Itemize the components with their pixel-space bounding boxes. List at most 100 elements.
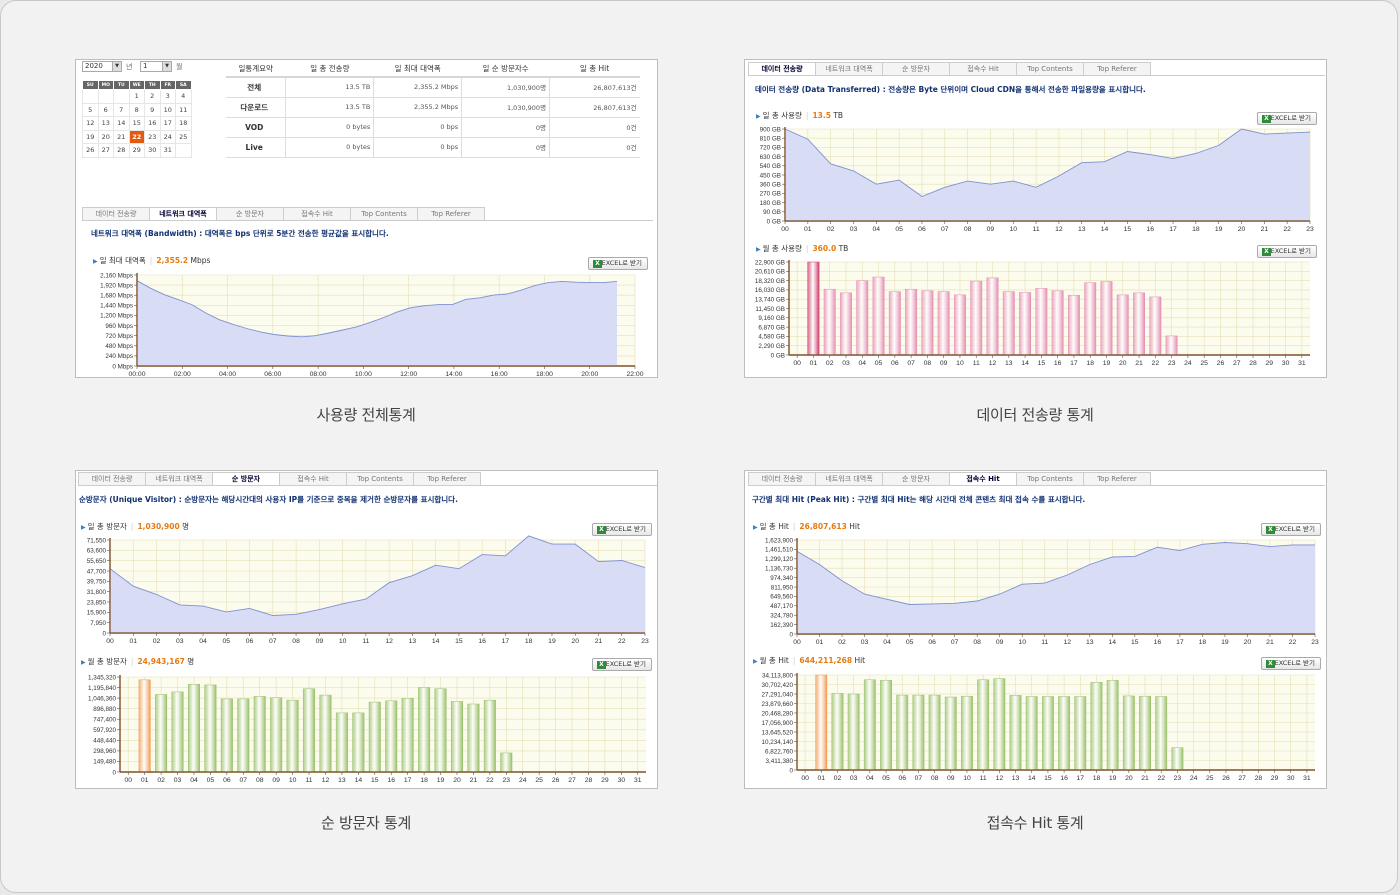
x-tick-label: 03	[174, 777, 182, 784]
x-tick-label: 02:00	[174, 371, 191, 378]
tab-5[interactable]: Top Referer	[1083, 472, 1151, 486]
calendar-day[interactable]: 11	[175, 102, 192, 117]
bar	[1155, 696, 1168, 771]
bar	[831, 693, 844, 771]
calendar-day[interactable]: 29	[128, 143, 145, 158]
calendar-day[interactable]: 31	[159, 143, 176, 158]
tab-3[interactable]: 접속수 Hit	[283, 207, 351, 221]
calendar-day[interactable]: 19	[82, 129, 99, 144]
calendar-day[interactable]: 2	[144, 89, 161, 104]
table-row: Live 0 bytes 0 bps 0명 0건	[226, 137, 640, 158]
calendar-day[interactable]: 9	[144, 102, 161, 117]
calendar-day[interactable]: 16	[144, 116, 161, 131]
x-tick-label: 02	[834, 775, 842, 782]
y-tick-label: 0	[102, 630, 106, 637]
excel-download-button[interactable]: X EXCEL로 받기	[1261, 523, 1321, 536]
tab-0[interactable]: 데이터 전송량	[82, 207, 150, 221]
excel-download-button[interactable]: X EXCEL로 받기	[1257, 245, 1317, 258]
calendar-day[interactable]: 8	[128, 102, 145, 117]
excel-download-button[interactable]: X EXCEL로 받기	[588, 257, 648, 270]
x-tick-label: 22	[1289, 639, 1297, 646]
calendar-day[interactable]: 28	[113, 143, 130, 158]
arrow-icon: ▶	[756, 246, 761, 253]
x-tick-label: 19	[1109, 775, 1117, 782]
calendar-day[interactable]: 12	[82, 116, 99, 131]
table-row: 전체 13.5 TB 2,355.2 Mbps 1,030,900명 26,807,61…	[226, 77, 640, 98]
bar	[928, 694, 941, 771]
calendar-day[interactable]: 4	[175, 89, 192, 104]
calendar-day[interactable]: 21	[113, 129, 130, 144]
x-tick-label: 06	[928, 639, 936, 646]
tab-1[interactable]: 네트워크 대역폭	[149, 207, 217, 221]
calendar-day[interactable]: 15	[128, 116, 145, 131]
y-tick-label: 298,960	[93, 748, 116, 755]
summary-table: 일통계요약 일 총 전송량 일 최대 대역폭 일 순 방문자수 일 총 Hit 전체 13.…	[226, 60, 640, 158]
y-tick-label: 747,400	[93, 717, 116, 724]
tab-2[interactable]: 순 방문자	[212, 472, 280, 486]
excel-download-button[interactable]: X EXCEL로 받기	[592, 658, 652, 671]
year-select[interactable]: 2020 ▼	[82, 61, 122, 72]
calendar-day[interactable]: 24	[159, 129, 176, 144]
excel-download-button[interactable]: X EXCEL로 받기	[1261, 657, 1321, 670]
chevron-down-icon: ▼	[112, 62, 121, 71]
calendar-day[interactable]: 5	[82, 102, 99, 117]
metric-summary: ▶ 일 총 사용량 | 13.5 TB	[756, 111, 844, 120]
tab-0[interactable]: 데이터 전송량	[748, 62, 816, 76]
calendar-day[interactable]: 25	[175, 129, 192, 144]
tab-1[interactable]: 네트워크 대역폭	[815, 62, 883, 76]
tab-3[interactable]: 접속수 Hit	[949, 62, 1017, 76]
tab-0[interactable]: 데이터 전송량	[748, 472, 816, 486]
calendar-day[interactable]: 14	[113, 116, 130, 131]
x-tick-label: 13	[338, 777, 346, 784]
x-tick-label: 25	[1206, 775, 1214, 782]
calendar-day[interactable]: 13	[97, 116, 114, 131]
calendar-day[interactable]: 20	[97, 129, 114, 144]
calendar-day[interactable]: 30	[144, 143, 161, 158]
y-tick-label: 0	[789, 631, 793, 638]
bar	[954, 294, 966, 356]
x-tick-label: 13	[409, 638, 417, 645]
excel-download-button[interactable]: X EXCEL로 받기	[1257, 112, 1317, 125]
x-tick-label: 27	[568, 777, 576, 784]
calendar-day[interactable]: 18	[175, 116, 192, 131]
calendar-day[interactable]: 26	[82, 143, 99, 158]
tab-1[interactable]: 네트워크 대역폭	[815, 472, 883, 486]
month-select[interactable]: 1 ▼	[140, 61, 172, 72]
excel-icon: X	[593, 260, 602, 268]
tab-4[interactable]: Top Contents	[1016, 472, 1084, 486]
tab-0[interactable]: 데이터 전송량	[78, 472, 146, 486]
calendar-day[interactable]: 6	[97, 102, 114, 117]
table-cell: 0 bps	[373, 117, 462, 138]
calendar-day[interactable]: 23	[144, 129, 161, 144]
tab-5[interactable]: Top Referer	[413, 472, 481, 486]
tab-2[interactable]: 순 방문자	[882, 62, 950, 76]
calendar-day[interactable]: 22	[128, 129, 145, 144]
tab-5[interactable]: Top Referer	[1083, 62, 1151, 76]
calendar-day[interactable]: 3	[159, 89, 176, 104]
x-tick-label: 18	[1093, 775, 1101, 782]
calendar-day[interactable]: 7	[113, 102, 130, 117]
tab-4[interactable]: Top Contents	[346, 472, 414, 486]
tab-1[interactable]: 네트워크 대역폭	[145, 472, 213, 486]
calendar-day[interactable]: 27	[97, 143, 114, 158]
bar	[1116, 294, 1129, 356]
x-tick-label: 12	[385, 638, 393, 645]
tab-5[interactable]: Top Referer	[417, 207, 485, 221]
tab-4[interactable]: Top Contents	[1016, 62, 1084, 76]
calendar-day[interactable]: 17	[159, 116, 176, 131]
tab-3[interactable]: 접속수 Hit	[949, 472, 1017, 486]
calendar-day[interactable]: 10	[159, 102, 176, 117]
x-tick-label: 02	[826, 360, 834, 367]
x-tick-label: 16	[478, 638, 486, 645]
tab-2[interactable]: 순 방문자	[882, 472, 950, 486]
tab-2[interactable]: 순 방문자	[216, 207, 284, 221]
tab-3[interactable]: 접속수 Hit	[279, 472, 347, 486]
excel-download-button[interactable]: X EXCEL로 받기	[592, 523, 652, 536]
y-tick-label: 1,345,320	[88, 674, 117, 681]
y-tick-label: 3,411,380	[765, 758, 793, 765]
x-tick-label: 10	[1018, 639, 1026, 646]
x-tick-label: 28	[1249, 360, 1257, 367]
calendar-day[interactable]: 1	[128, 89, 145, 104]
tab-4[interactable]: Top Contents	[350, 207, 418, 221]
x-tick-label: 22:00	[626, 371, 643, 378]
